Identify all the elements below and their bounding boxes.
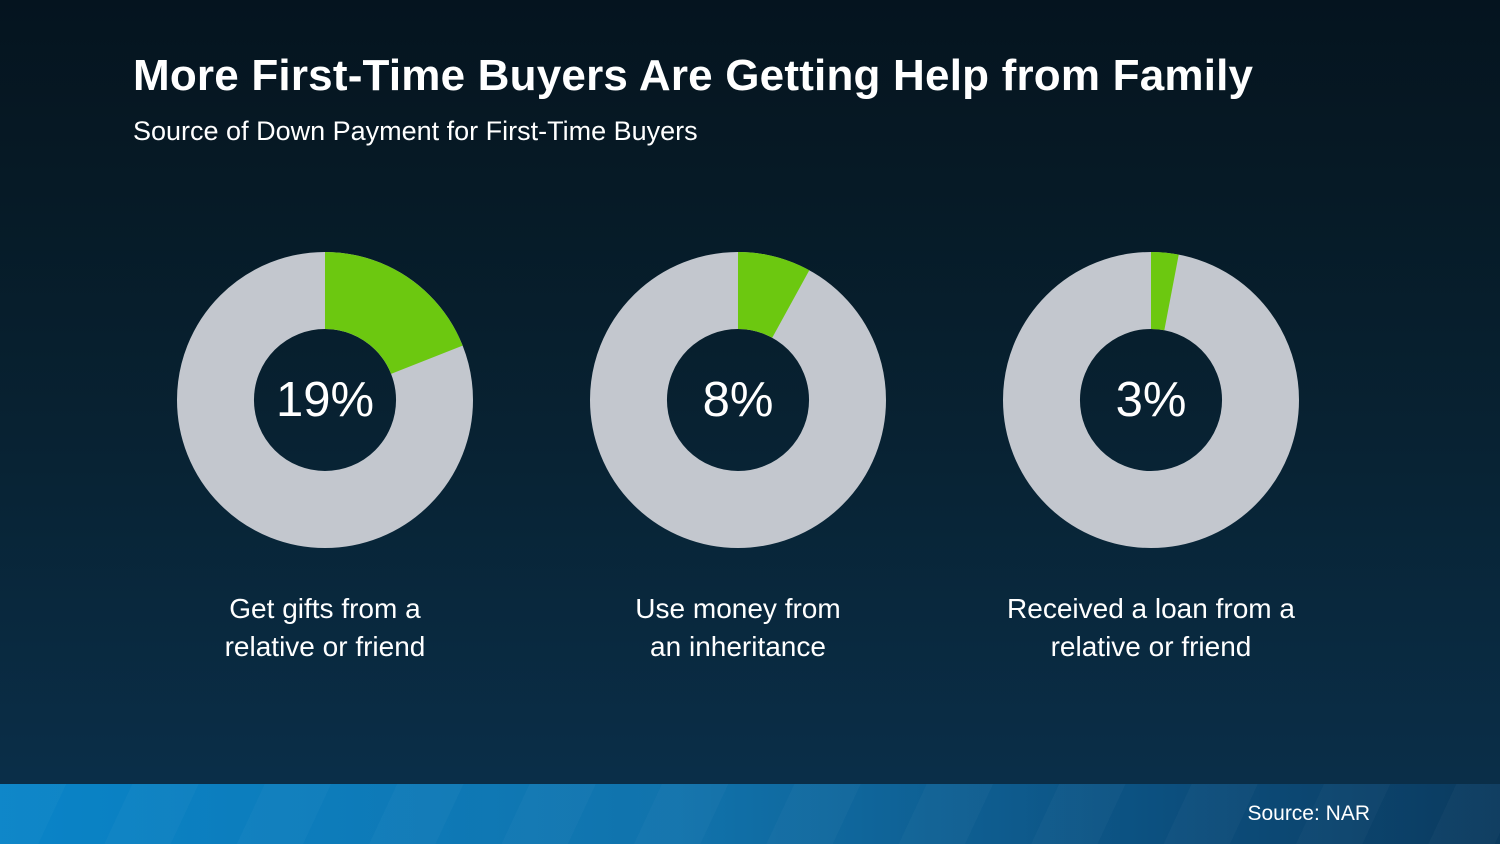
percent-label: 8% xyxy=(702,373,774,427)
donut-chart-inheritance: 8% Use money from an inheritance xyxy=(548,252,928,666)
percent-label: 3% xyxy=(1115,373,1187,427)
donut-slice xyxy=(177,252,473,548)
header: More First-Time Buyers Are Getting Help … xyxy=(133,51,1254,147)
caption-line-2: an inheritance xyxy=(650,631,826,662)
donut-gifts: 19% xyxy=(177,252,473,548)
donut-loan-svg xyxy=(1003,252,1299,548)
donut-caption: Received a loan from a relative or frien… xyxy=(1007,590,1295,666)
caption-line-1: Use money from xyxy=(635,593,841,624)
percent-label: 19% xyxy=(275,373,375,427)
page-title: More First-Time Buyers Are Getting Help … xyxy=(133,51,1254,100)
donut-chart-loan: 3% Received a loan from a relative or fr… xyxy=(961,252,1341,666)
donut-caption: Get gifts from a relative or friend xyxy=(225,590,426,666)
donut-chart-gifts: 19% Get gifts from a relative or friend xyxy=(135,252,515,666)
donut-gifts-svg xyxy=(177,252,473,548)
donut-charts-row: 19% Get gifts from a relative or friend … xyxy=(135,252,1341,666)
caption-line-1: Get gifts from a xyxy=(229,593,421,624)
footer-bar: Source: NAR xyxy=(0,784,1500,844)
caption-line-1: Received a loan from a xyxy=(1007,593,1295,624)
donut-caption: Use money from an inheritance xyxy=(635,590,840,666)
source-label: Source: NAR xyxy=(1247,802,1370,825)
donut-inheritance: 8% xyxy=(590,252,886,548)
donut-slice xyxy=(1003,252,1299,548)
caption-line-2: relative or friend xyxy=(1050,631,1252,662)
donut-slice xyxy=(590,252,886,548)
donut-loan: 3% xyxy=(1003,252,1299,548)
caption-line-2: relative or friend xyxy=(224,631,426,662)
donut-inheritance-svg xyxy=(590,252,886,548)
page-subtitle: Source of Down Payment for First-Time Bu… xyxy=(133,116,698,147)
